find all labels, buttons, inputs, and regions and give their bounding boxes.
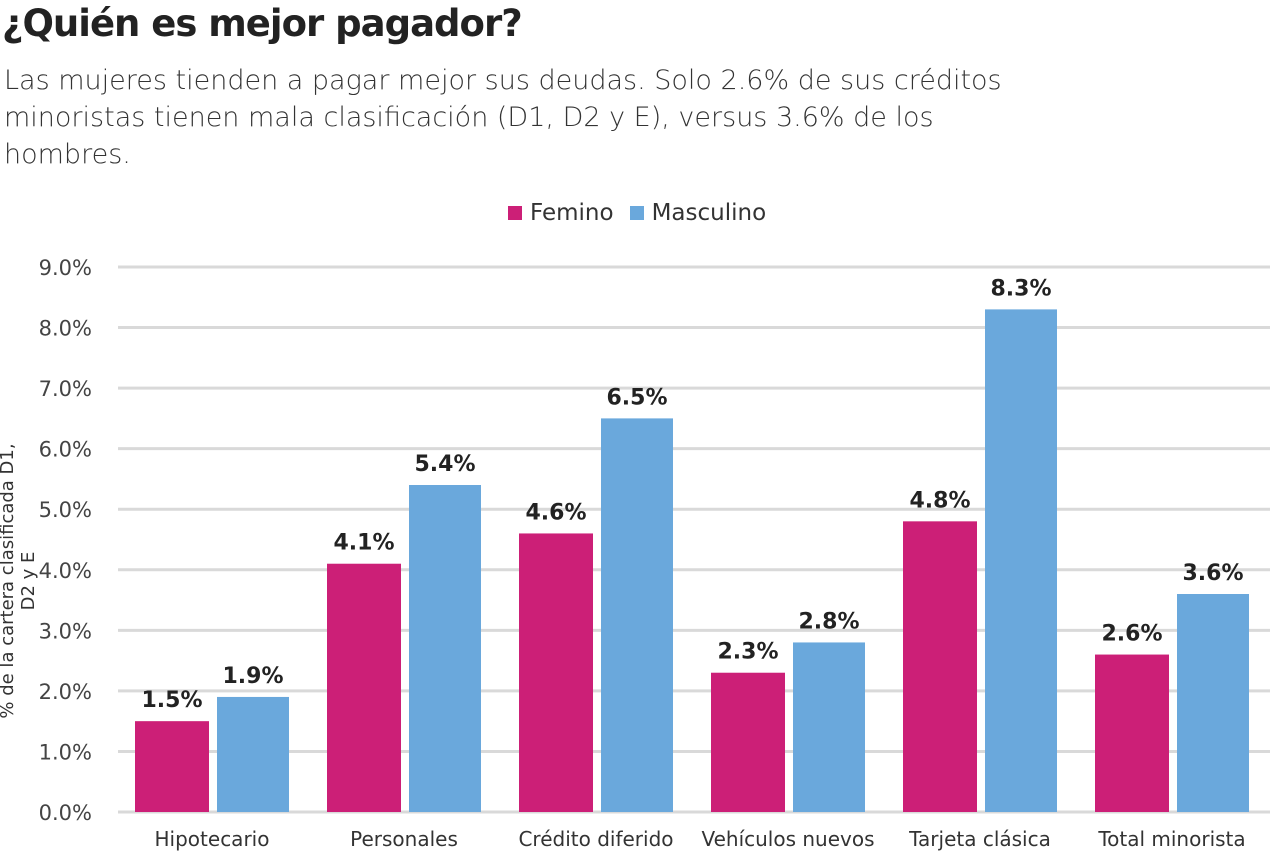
x-tick-label: Crédito diferido (518, 827, 673, 851)
bar-femino (903, 521, 977, 812)
bar-masculino (985, 309, 1057, 812)
bar-masculino (217, 696, 289, 812)
data-label: 2.3% (717, 640, 778, 665)
x-tick-label: Vehículos nuevos (701, 827, 874, 851)
legend-swatch-masculino (629, 206, 644, 220)
data-label: 1.9% (222, 664, 283, 689)
y-tick-label: 7.0% (39, 377, 92, 401)
bar-masculino (601, 418, 673, 812)
data-label: 3.6% (1182, 561, 1243, 586)
y-tick-label: 1.0% (39, 740, 92, 764)
x-tick-label: Tarjeta clásica (908, 827, 1051, 851)
bar-femino (711, 672, 785, 812)
bar-masculino (1177, 594, 1249, 812)
data-label: 1.5% (141, 688, 202, 713)
y-tick-label: 0.0% (39, 801, 92, 825)
legend: Femino Masculino (508, 200, 766, 226)
y-tick-label: 4.0% (39, 559, 92, 583)
x-tick-label: Total minorista (1097, 827, 1245, 851)
legend-label-masculino: Masculino (651, 200, 767, 226)
bar-masculino (793, 642, 865, 812)
y-tick-label: 6.0% (39, 438, 92, 462)
y-tick-label: 3.0% (39, 619, 92, 643)
data-label: 4.6% (525, 500, 586, 525)
legend-item-masculino: Masculino (629, 200, 767, 226)
y-tick-label: 8.0% (39, 317, 92, 341)
bar-femino (1095, 654, 1169, 812)
bar-femino (327, 563, 401, 812)
x-tick-label: Hipotecario (155, 827, 270, 851)
data-label: 2.6% (1101, 622, 1162, 647)
chart-subtitle: Las mujeres tienden a pagar mejor sus de… (4, 65, 1002, 170)
x-tick-label: Personales (350, 827, 458, 851)
chart-title: ¿Quién es mejor pagador? (2, 2, 523, 45)
y-tick-label: 9.0% (39, 256, 92, 280)
bar-femino (519, 533, 593, 812)
data-label: 2.8% (798, 609, 859, 634)
legend-item-femino: Femino (508, 200, 614, 226)
legend-label-femino: Femino (530, 200, 614, 226)
data-label: 4.8% (909, 488, 970, 513)
y-tick-label: 2.0% (39, 680, 92, 704)
data-label: 6.5% (606, 385, 667, 410)
bar-masculino (409, 485, 481, 812)
data-label: 5.4% (414, 452, 475, 477)
data-label: 8.3% (990, 276, 1051, 301)
bar-femino (135, 721, 209, 812)
y-tick-label: 5.0% (39, 498, 92, 522)
data-label: 4.1% (333, 531, 394, 556)
legend-swatch-femino (508, 206, 522, 220)
